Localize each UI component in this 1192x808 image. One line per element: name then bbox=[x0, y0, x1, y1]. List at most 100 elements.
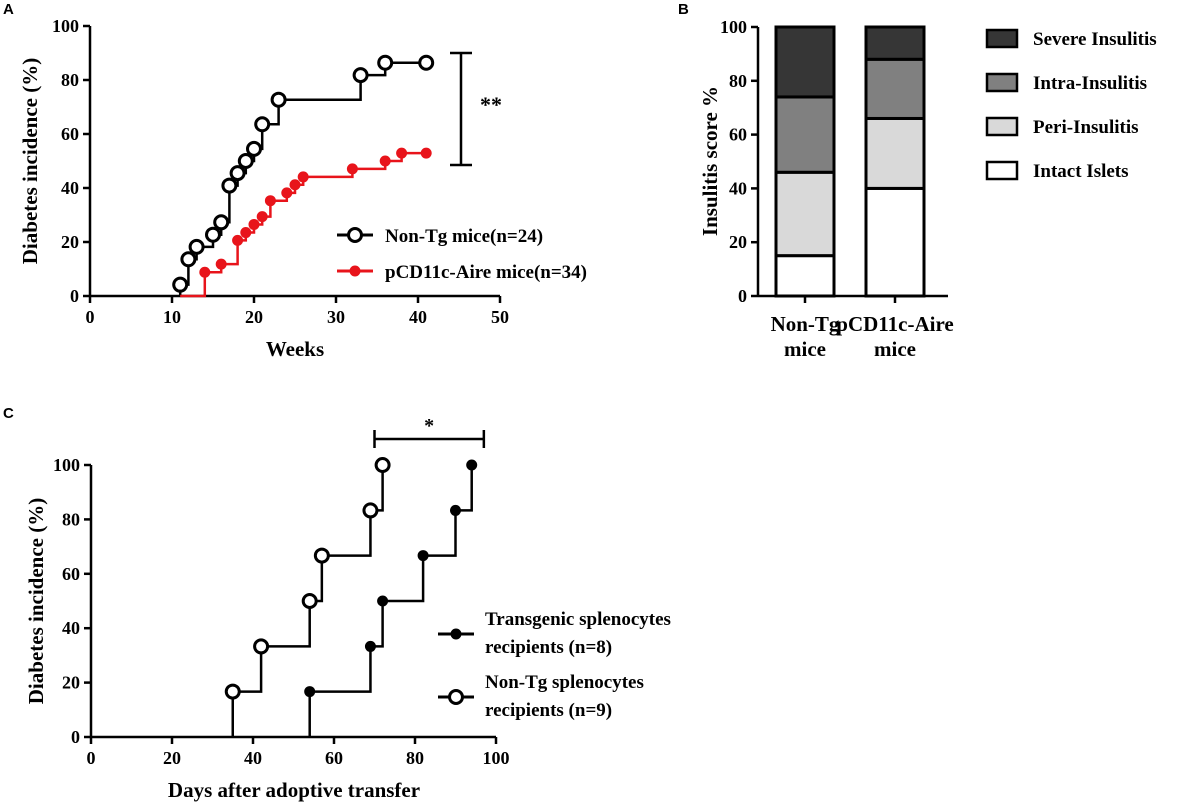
significance-label: * bbox=[424, 415, 434, 437]
x-tick-label: 50 bbox=[491, 307, 509, 327]
data-point bbox=[420, 147, 432, 159]
y-tick-label: 80 bbox=[61, 70, 79, 90]
data-point bbox=[256, 211, 268, 223]
x-axis-title: Days after adoptive transfer bbox=[168, 778, 420, 802]
bar-segment bbox=[864, 57, 926, 120]
data-point bbox=[224, 683, 241, 700]
x-tick-label: 20 bbox=[245, 307, 263, 327]
x-category-label: Non-Tg bbox=[771, 312, 840, 336]
bar-segment bbox=[774, 254, 836, 298]
bar-segment bbox=[864, 25, 926, 61]
legend-label: Peri-Insulitis bbox=[1033, 117, 1139, 138]
data-point bbox=[281, 187, 293, 199]
panel-label: B bbox=[678, 1, 689, 18]
data-point bbox=[205, 226, 221, 243]
legend-label: Transgenic splenocytes bbox=[485, 609, 671, 630]
x-tick-label: 0 bbox=[87, 748, 96, 768]
panel-label: A bbox=[3, 1, 14, 18]
data-point bbox=[352, 67, 369, 84]
data-point bbox=[396, 147, 408, 159]
legend-marker bbox=[347, 227, 363, 243]
legend-swatch bbox=[985, 160, 1019, 181]
data-point bbox=[188, 238, 205, 255]
y-tick-label: 0 bbox=[70, 286, 79, 306]
legend-marker bbox=[448, 689, 464, 705]
y-tick-label: 60 bbox=[61, 124, 79, 144]
y-tick-label: 0 bbox=[71, 727, 80, 747]
x-tick-label: 20 bbox=[163, 748, 181, 768]
data-point bbox=[377, 54, 394, 71]
data-point bbox=[377, 595, 389, 607]
legend-swatch bbox=[985, 72, 1019, 93]
y-tick-label: 20 bbox=[61, 232, 79, 252]
y-tick-label: 100 bbox=[720, 17, 747, 37]
x-tick-label: 80 bbox=[406, 748, 424, 768]
x-category-label: mice bbox=[784, 337, 826, 361]
y-tick-label: 80 bbox=[62, 509, 80, 529]
data-point bbox=[301, 593, 318, 609]
y-tick-label: 100 bbox=[53, 455, 80, 475]
y-tick-label: 80 bbox=[729, 71, 747, 91]
legend: Transgenic splenocytes recipients (n=8) No… bbox=[438, 609, 671, 721]
legend-label: recipients (n=9) bbox=[485, 700, 612, 721]
legend: Non-Tg mice(n=24) pCD11c-Aire mice(n=34) bbox=[337, 226, 587, 283]
y-tick-label: 100 bbox=[52, 16, 79, 36]
data-point bbox=[229, 165, 246, 182]
data-point bbox=[364, 640, 376, 652]
y-tick-label: 40 bbox=[61, 178, 79, 198]
data-point bbox=[180, 251, 197, 268]
y-tick-label: 20 bbox=[62, 673, 80, 693]
panel-c-adoptive-transfer-chart: C 0 20 40 60 80 100 Diabetes incidence (%) 0 20 40… bbox=[3, 405, 671, 802]
panel-label: C bbox=[3, 405, 14, 422]
series-step-line bbox=[180, 151, 427, 298]
data-point bbox=[172, 276, 189, 293]
legend-swatch bbox=[985, 28, 1019, 49]
legend-label: Non-Tg mice(n=24) bbox=[385, 226, 543, 247]
data-point bbox=[418, 54, 435, 71]
data-point bbox=[253, 638, 270, 655]
data-point bbox=[254, 116, 271, 133]
data-point bbox=[362, 502, 379, 519]
bar-segment bbox=[864, 186, 926, 298]
significance-label: ** bbox=[480, 92, 502, 117]
series-non-tg bbox=[172, 54, 435, 296]
x-tick-label: 40 bbox=[244, 748, 262, 768]
bar-segment bbox=[774, 95, 836, 174]
x-tick-label: 10 bbox=[163, 307, 181, 327]
y-axis-title: Diabetes incidence (%) bbox=[18, 58, 42, 264]
y-tick-label: 60 bbox=[62, 564, 80, 584]
legend-label: Non-Tg splenocytes bbox=[485, 672, 644, 693]
data-point bbox=[237, 153, 254, 169]
y-tick-label: 60 bbox=[729, 125, 747, 145]
data-point bbox=[232, 234, 244, 246]
data-point bbox=[417, 550, 429, 562]
y-axis-title: Insulitis score % bbox=[698, 86, 722, 236]
y-tick-label: 40 bbox=[729, 178, 747, 198]
data-point bbox=[199, 266, 211, 278]
x-tick-label: 40 bbox=[409, 307, 427, 327]
data-point bbox=[264, 195, 276, 207]
bar-segment bbox=[774, 170, 836, 258]
data-point bbox=[240, 227, 252, 239]
data-point bbox=[313, 547, 330, 564]
data-point bbox=[297, 171, 309, 183]
y-tick-label: 20 bbox=[729, 232, 747, 252]
x-tick-label: 0 bbox=[86, 307, 95, 327]
bar-segment bbox=[864, 116, 926, 190]
legend-label: pCD11c-Aire mice(n=34) bbox=[385, 262, 587, 283]
data-point bbox=[374, 457, 391, 473]
data-point bbox=[304, 686, 316, 698]
legend-label: Severe Insulitis bbox=[1033, 29, 1157, 50]
legend-swatch bbox=[985, 116, 1019, 137]
data-point bbox=[379, 155, 391, 167]
x-axis-title: Weeks bbox=[266, 337, 324, 361]
x-tick-label: 60 bbox=[325, 748, 343, 768]
legend-marker bbox=[450, 628, 462, 640]
x-tick-label: 30 bbox=[327, 307, 345, 327]
data-point bbox=[246, 140, 262, 157]
series-pcd11c-aire bbox=[180, 147, 432, 298]
legend-label: recipients (n=8) bbox=[485, 637, 612, 658]
legend-label: Intact Islets bbox=[1033, 161, 1129, 182]
